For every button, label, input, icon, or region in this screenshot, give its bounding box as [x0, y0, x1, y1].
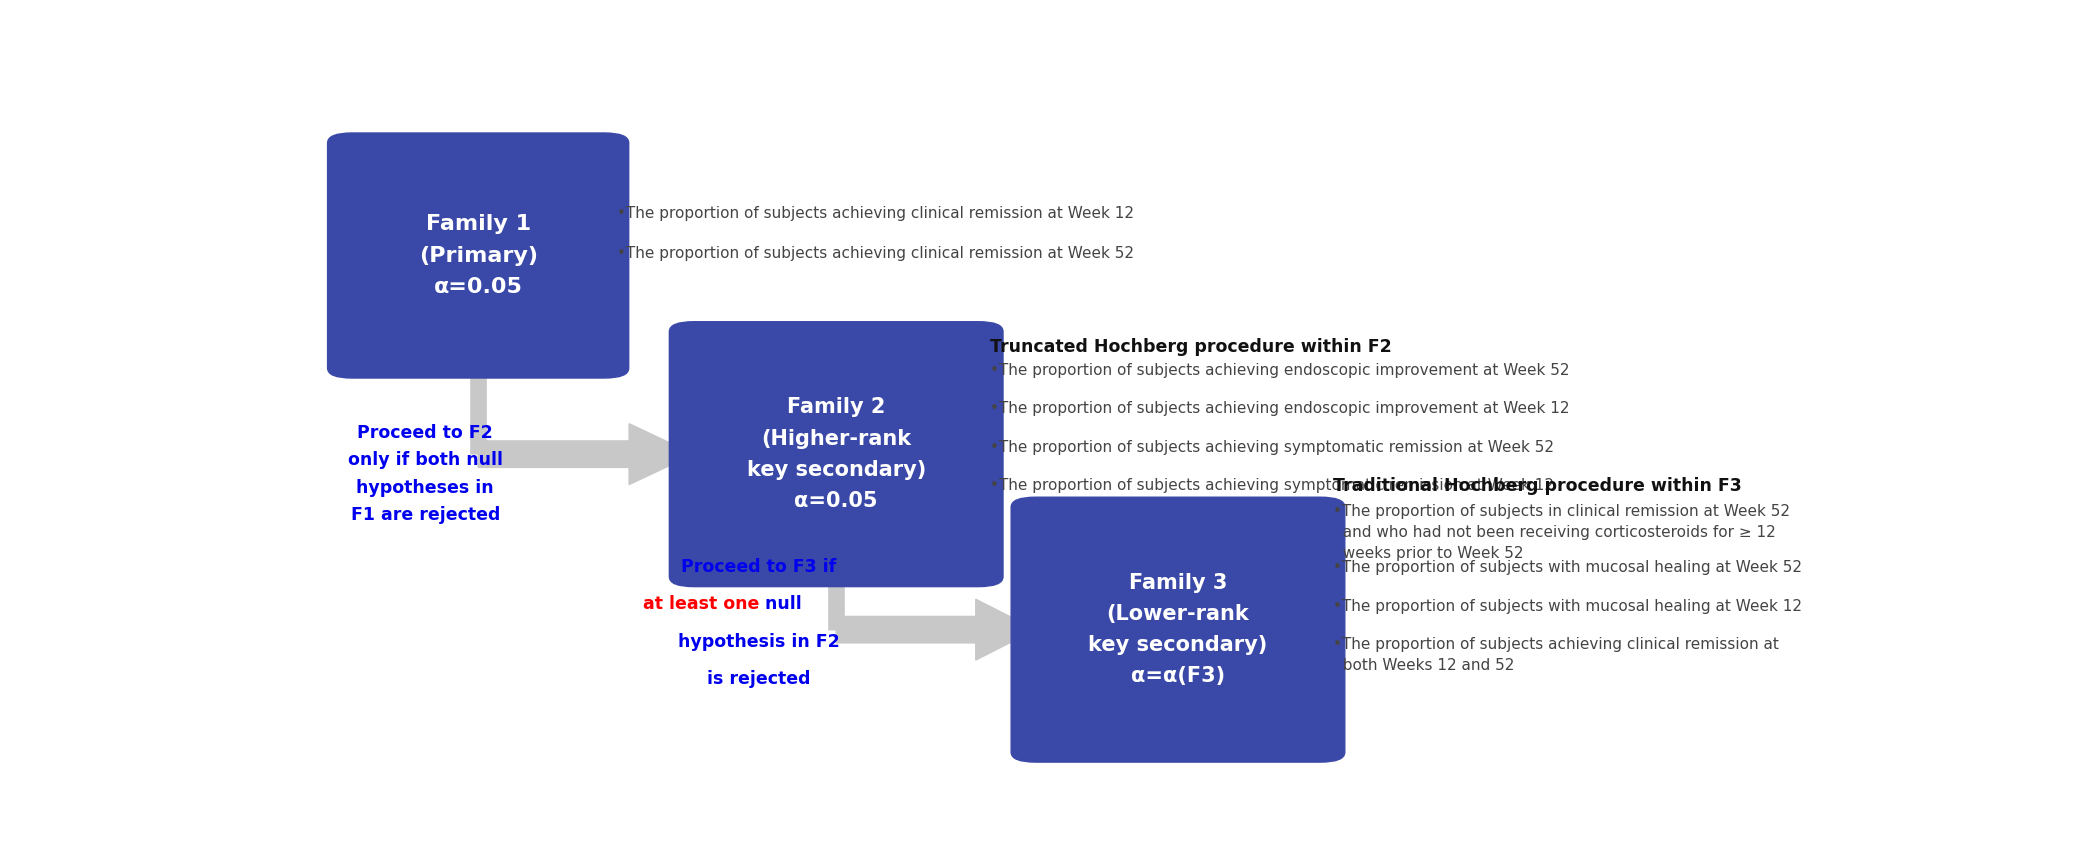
Text: •The proportion of subjects with mucosal healing at Week 12: •The proportion of subjects with mucosal…	[1334, 599, 1802, 613]
Text: null: null	[758, 595, 802, 613]
FancyBboxPatch shape	[1012, 497, 1344, 762]
Text: Truncated Hochberg procedure within F2: Truncated Hochberg procedure within F2	[989, 338, 1392, 356]
Text: •The proportion of subjects achieving symptomatic remission at Week 52: •The proportion of subjects achieving sy…	[989, 439, 1554, 455]
Text: Family 1
(Primary)
α=0.05: Family 1 (Primary) α=0.05	[418, 214, 538, 297]
Text: •The proportion of subjects achieving clinical remission at
  both Weeks 12 and : •The proportion of subjects achieving cl…	[1334, 637, 1779, 673]
Text: Family 3
(Lower-rank
key secondary)
α=α(F3): Family 3 (Lower-rank key secondary) α=α(…	[1088, 573, 1268, 686]
FancyBboxPatch shape	[328, 133, 628, 378]
Text: Family 2
(Higher-rank
key secondary)
α=0.05: Family 2 (Higher-rank key secondary) α=0…	[748, 397, 926, 511]
Text: Proceed to F3 if: Proceed to F3 if	[680, 558, 836, 576]
Text: •The proportion of subjects achieving endoscopic improvement at Week 12: •The proportion of subjects achieving en…	[989, 401, 1569, 416]
Text: at least one: at least one	[643, 595, 758, 613]
Text: •The proportion of subjects achieving symptomatic remission at Week 12: •The proportion of subjects achieving sy…	[989, 478, 1554, 493]
Text: •The proportion of subjects achieving endoscopic improvement at Week 52: •The proportion of subjects achieving en…	[989, 363, 1569, 378]
Text: is rejected: is rejected	[708, 670, 811, 688]
Polygon shape	[836, 599, 1035, 660]
Text: •The proportion of subjects achieving clinical remission at Week 12: •The proportion of subjects achieving cl…	[617, 206, 1134, 221]
FancyBboxPatch shape	[670, 322, 1004, 587]
Text: •The proportion of subjects in clinical remission at Week 52
  and who had not b: •The proportion of subjects in clinical …	[1334, 504, 1791, 561]
Text: Proceed to F2
only if both null
hypotheses in
F1 are rejected: Proceed to F2 only if both null hypothes…	[349, 424, 502, 524]
Text: hypothesis in F2: hypothesis in F2	[678, 633, 840, 650]
Polygon shape	[479, 424, 693, 485]
Text: Traditional Hochberg procedure within F3: Traditional Hochberg procedure within F3	[1334, 477, 1743, 495]
Text: •The proportion of subjects with mucosal healing at Week 52: •The proportion of subjects with mucosal…	[1334, 560, 1802, 575]
Text: •The proportion of subjects achieving clinical remission at Week 52: •The proportion of subjects achieving cl…	[617, 246, 1134, 261]
